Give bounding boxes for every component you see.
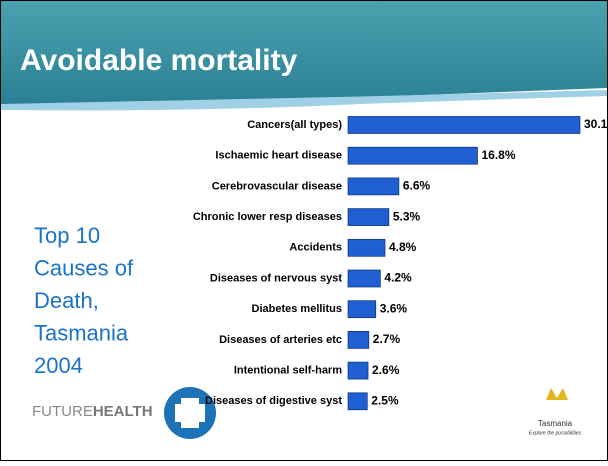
bar (347, 146, 478, 165)
bar (347, 177, 400, 196)
category-label: Chronic lower resp diseases (193, 211, 342, 223)
value-label: 3.6% (380, 301, 408, 315)
bar (347, 331, 370, 349)
slide-title: Avoidable mortality (20, 44, 298, 77)
subtitle-line: Top 10 (34, 223, 100, 248)
subtitle: Top 10 Causes of Death, Tasmania 2004 (34, 223, 134, 378)
category-label: Cerebrovascular disease (212, 180, 342, 192)
value-label: 2.5% (371, 393, 399, 407)
bar (347, 269, 381, 288)
bar (347, 238, 386, 257)
subtitle-line: Causes of (34, 255, 134, 280)
category-label: Ischaemic heart disease (215, 150, 342, 162)
header-band (1, 1, 607, 106)
category-label: Diseases of nervous syst (210, 272, 342, 284)
bar (347, 361, 369, 380)
logo-part: FUTURE (32, 403, 93, 420)
logo-part: HEALTH (93, 403, 153, 420)
bar (347, 300, 377, 319)
health-cross (164, 387, 216, 439)
category-label: Diabetes mellitus (252, 303, 342, 315)
category-label: Intentional self-harm (234, 365, 342, 377)
subtitle-line: 2004 (34, 353, 83, 378)
value-label: 2.6% (372, 363, 400, 377)
tasmania-logo: Tasmania (538, 419, 573, 428)
value-label: 2.7% (373, 332, 401, 346)
category-label: Diseases of digestive syst (205, 395, 342, 407)
bar (347, 116, 581, 134)
subtitle-line: Death, (34, 288, 99, 313)
bar (347, 208, 390, 226)
future-health-logo: FUTUREHEALTH (32, 403, 153, 420)
value-label: 30.1% (584, 117, 608, 131)
value-label: 4.2% (384, 271, 412, 285)
tasmania-tagline: Explore the possibilities (529, 430, 582, 436)
header-swoosh (1, 90, 607, 111)
value-label: 5.3% (393, 209, 421, 223)
category-label: Cancers(all types) (247, 119, 342, 131)
subtitle-line: Tasmania (34, 320, 129, 345)
value-label: 4.8% (389, 240, 417, 254)
value-label: 6.6% (403, 179, 431, 193)
tasmania-emblem (546, 388, 568, 400)
category-label: Diseases of arteries etc (219, 334, 342, 346)
value-label: 16.8% (481, 148, 515, 162)
bar (347, 392, 368, 411)
category-label: Accidents (289, 242, 342, 254)
